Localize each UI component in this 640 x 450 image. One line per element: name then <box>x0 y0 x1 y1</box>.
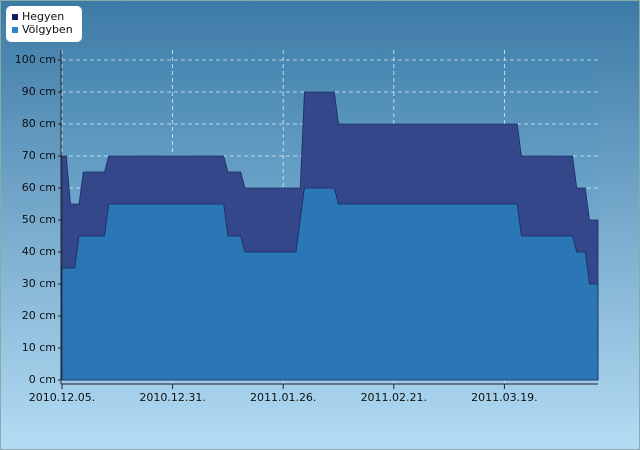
x-tick-label: 2010.12.05. <box>29 391 95 404</box>
legend-box <box>6 6 82 42</box>
y-tick-label: 40 cm <box>22 245 56 258</box>
y-tick-label: 10 cm <box>22 341 56 354</box>
y-tick-label: 80 cm <box>22 117 56 130</box>
y-tick-label: 100 cm <box>15 53 56 66</box>
y-tick-label: 0 cm <box>29 373 56 386</box>
area <box>61 187 599 381</box>
legend-swatch <box>12 27 18 33</box>
x-tick-label: 2011.02.21. <box>361 391 427 404</box>
legend-label: Hegyen <box>22 10 64 23</box>
y-tick-label: 90 cm <box>22 85 56 98</box>
y-tick-label: 70 cm <box>22 149 56 162</box>
y-tick-label: 50 cm <box>22 213 56 226</box>
legend-label: Völgyben <box>22 23 73 36</box>
y-tick-label: 60 cm <box>22 181 56 194</box>
x-tick-label: 2011.03.19. <box>471 391 537 404</box>
y-tick-label: 30 cm <box>22 277 56 290</box>
x-tick-label: 2011.01.26. <box>250 391 316 404</box>
y-tick-label: 20 cm <box>22 309 56 322</box>
x-tick-label: 2010.12.31. <box>139 391 205 404</box>
legend-swatch <box>12 14 18 20</box>
